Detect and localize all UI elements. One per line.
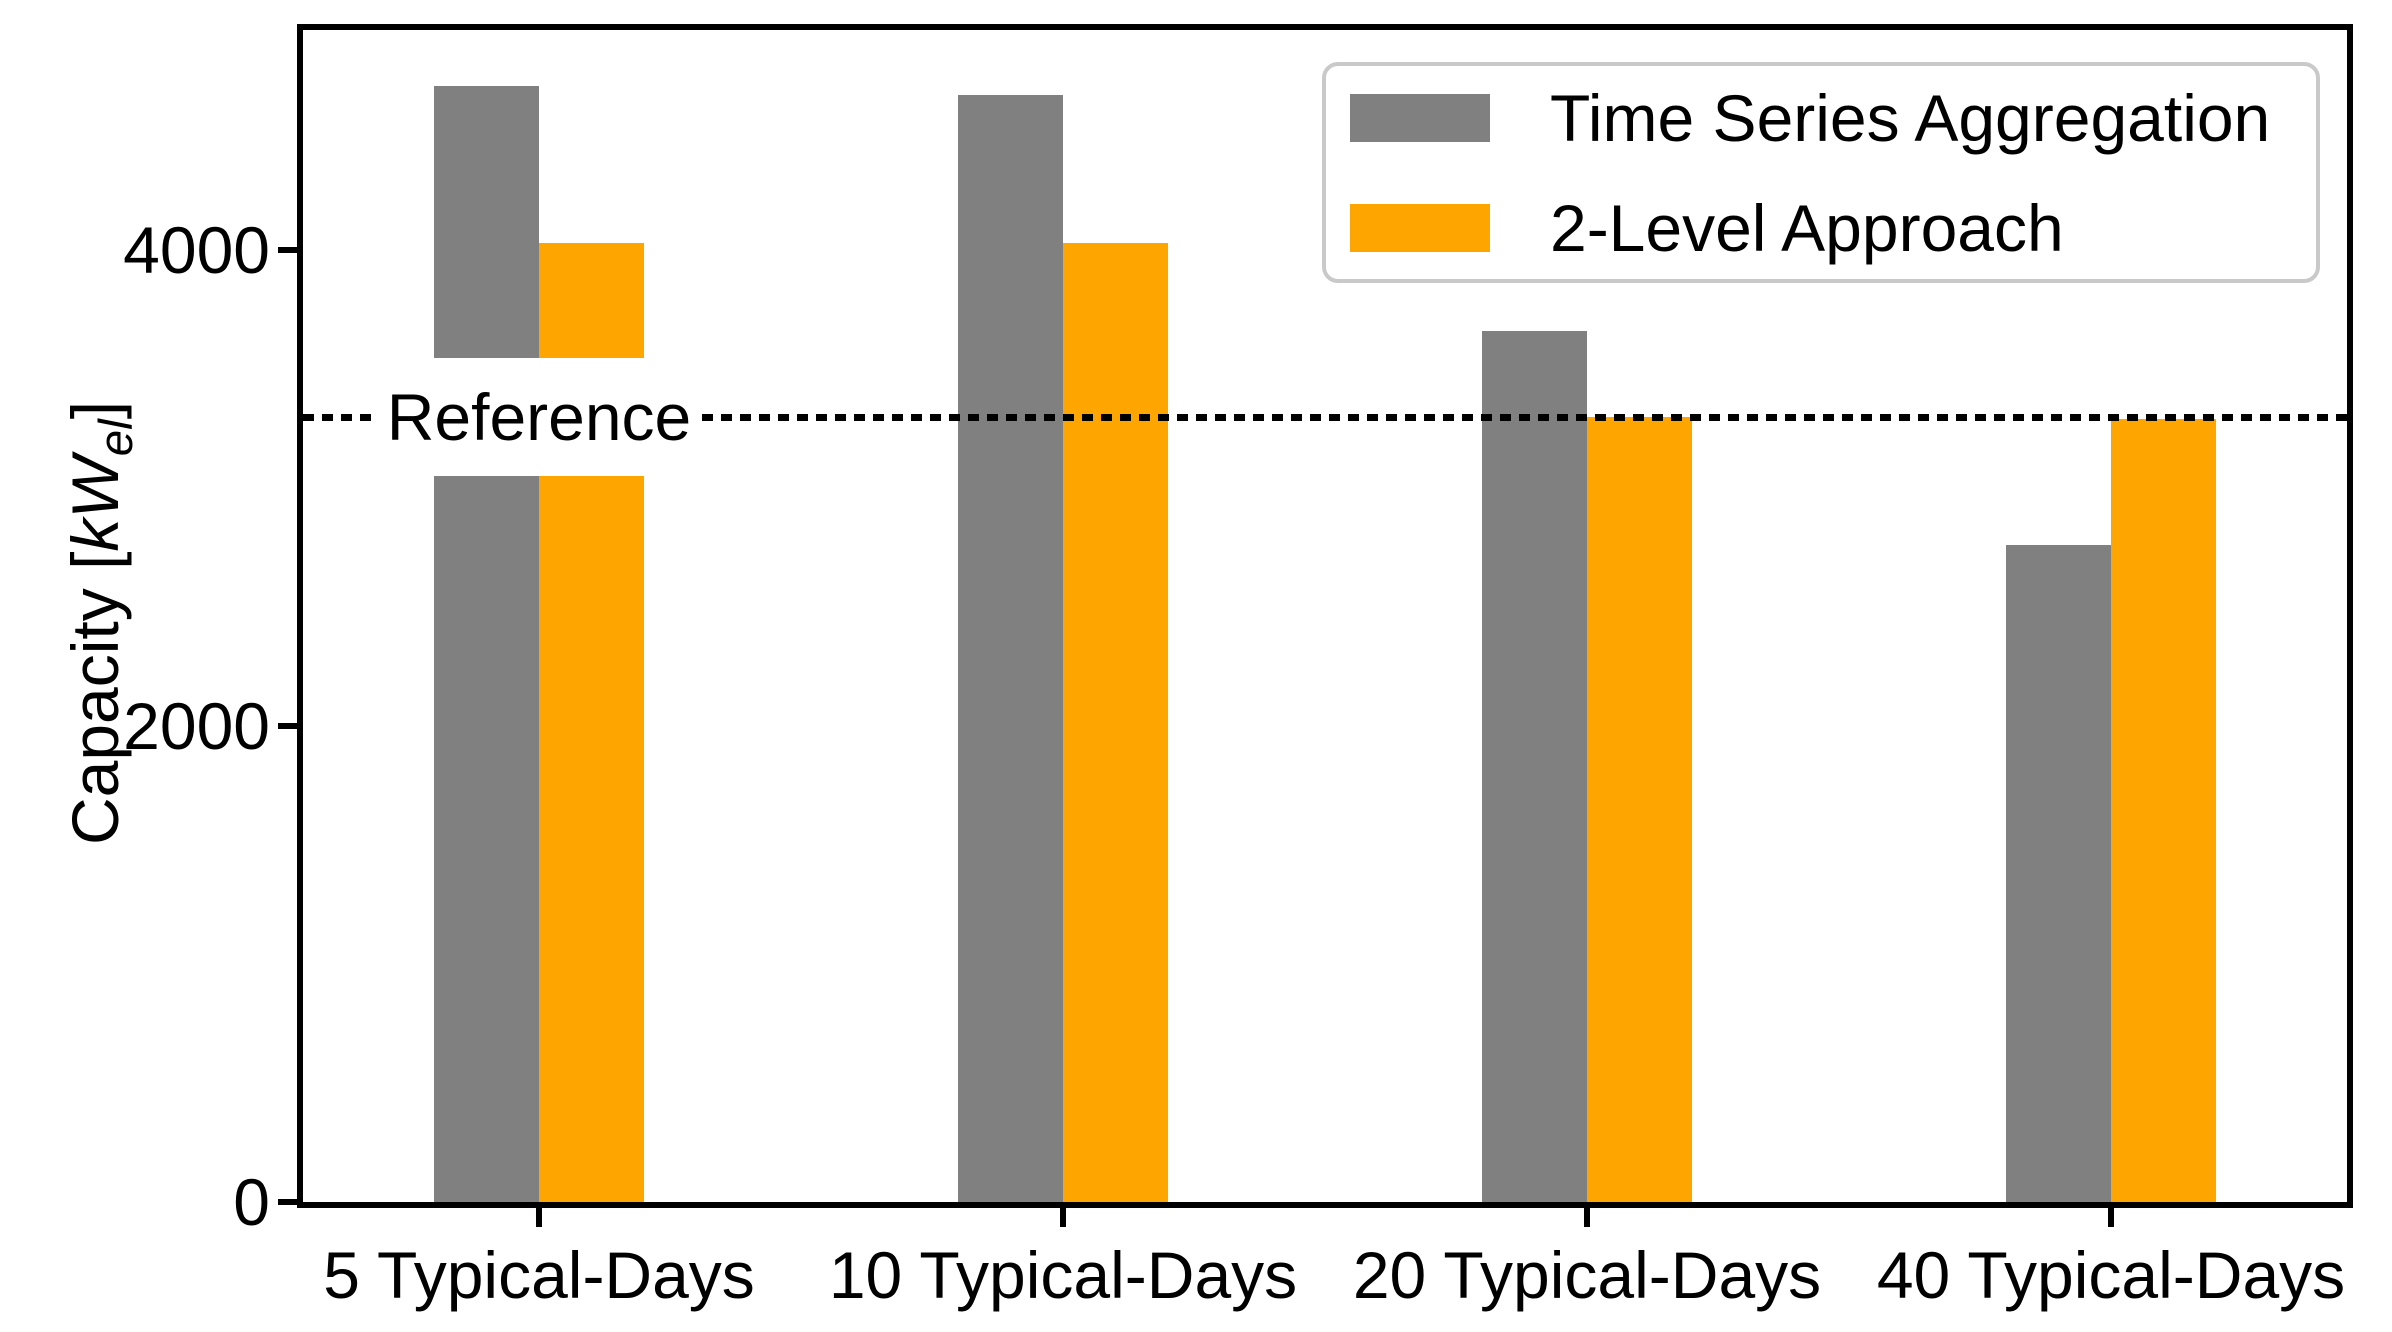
legend-swatch-2	[1350, 203, 1490, 252]
y-tick-mark-2000	[278, 723, 297, 729]
x-tick-mark-group2	[1060, 1208, 1066, 1227]
y-axis-label-subscript: el	[90, 419, 144, 457]
y-tick-label-4000: 4000	[123, 213, 270, 287]
y-tick-mark-4000	[278, 247, 297, 253]
x-tick-label-group1: 5 Typical-Days	[323, 1238, 755, 1312]
legend-label-1: Time Series Aggregation	[1550, 80, 2271, 155]
y-axis-label: Capacity [kWel]	[50, 353, 144, 893]
y-tick-label-2000: 2000	[123, 689, 270, 763]
bar-series2-group2	[1063, 243, 1168, 1202]
bar-series1-group1	[434, 86, 539, 1202]
y-axis-label-suffix: ]	[58, 400, 132, 420]
x-tick-label-group3: 20 Typical-Days	[1352, 1238, 1822, 1312]
x-tick-mark-group3	[1584, 1208, 1590, 1227]
legend: Time Series Aggregation 2-Level Approach	[1322, 62, 2320, 283]
x-tick-label-group2: 10 Typical-Days	[828, 1238, 1298, 1312]
reference-label: Reference	[376, 358, 702, 476]
x-tick-mark-group1	[536, 1208, 542, 1227]
y-tick-mark-0	[278, 1199, 297, 1205]
legend-swatch-1	[1350, 93, 1490, 142]
x-tick-mark-group4	[2108, 1208, 2114, 1227]
y-tick-label-0: 0	[233, 1165, 270, 1239]
bar-series1-group3	[1482, 331, 1587, 1202]
reference-line	[303, 414, 2347, 421]
bar-series2-group4	[2111, 419, 2216, 1202]
legend-row-1: Time Series Aggregation	[1350, 85, 2292, 151]
plot-inner: Reference	[303, 30, 2347, 1202]
bar-series2-group3	[1587, 417, 1692, 1202]
legend-label-2: 2-Level Approach	[1550, 190, 2064, 265]
bar-series1-group4	[2006, 545, 2111, 1202]
x-tick-label-group4: 40 Typical-Days	[1876, 1238, 2346, 1312]
legend-row-2: 2-Level Approach	[1350, 195, 2292, 261]
bar-series1-group2	[958, 95, 1063, 1202]
y-axis-label-unit: kWel	[58, 419, 144, 552]
